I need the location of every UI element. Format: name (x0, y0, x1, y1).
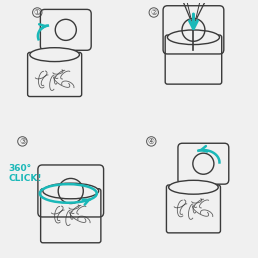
Ellipse shape (169, 180, 218, 194)
Ellipse shape (30, 48, 79, 62)
Text: 360°: 360° (9, 164, 32, 173)
Ellipse shape (43, 183, 99, 199)
Text: ②: ② (150, 8, 157, 17)
Ellipse shape (167, 30, 220, 45)
Text: CLICK!: CLICK! (9, 174, 42, 183)
Text: ④: ④ (148, 137, 155, 146)
Text: ①: ① (34, 8, 41, 17)
Text: ③: ③ (19, 137, 26, 146)
